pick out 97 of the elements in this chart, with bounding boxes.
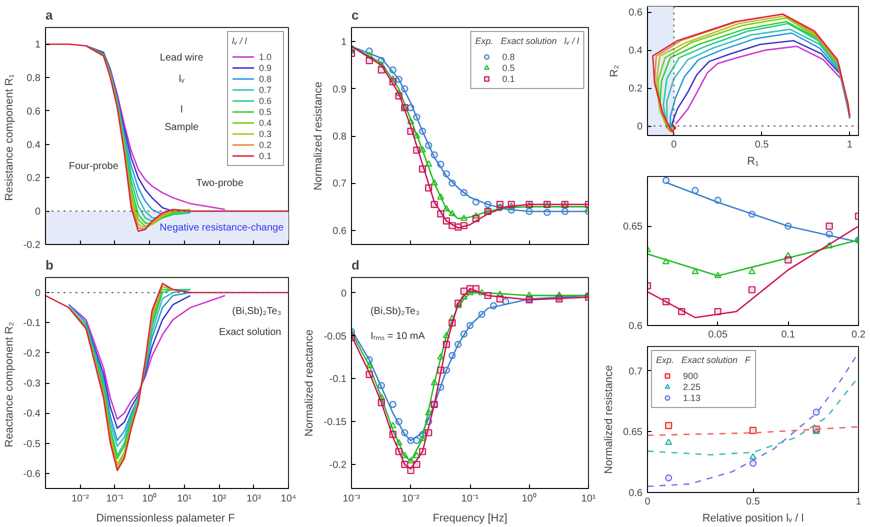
legend-label: 0.8 <box>502 51 516 62</box>
y-tick-label: 0.8 <box>332 132 347 142</box>
x-tick-label: 10⁻² <box>71 494 90 504</box>
y-tick-label: 0 <box>34 206 41 218</box>
y-tick-label: -0.5 <box>23 438 41 450</box>
x-tick-label: 10⁰ <box>522 492 537 504</box>
y-tick-label: 0.8 <box>26 73 41 84</box>
annotation: Two-probe <box>196 178 244 190</box>
y-axis-title: Normalized reactance <box>304 329 316 436</box>
x-tick-label: 10² <box>212 494 227 504</box>
y-tick-label: -0.2 <box>23 348 41 360</box>
x-tick-label: 0 <box>671 140 678 150</box>
legend-label: 0.5 <box>502 62 516 73</box>
y-tick-label: -0.4 <box>23 408 41 420</box>
y-tick-label: 0.4 <box>26 140 41 151</box>
y-tick-label: 0.9 <box>332 84 347 96</box>
legend-label: 2.25 <box>683 381 702 392</box>
x-tick-label: 10³ <box>246 494 262 504</box>
annotation: Iᵣₘₛ = 10 mA <box>370 331 426 342</box>
chart-title: b <box>46 258 54 272</box>
y-tick-label: 1 <box>34 40 41 51</box>
legend-label: 0.1 <box>502 73 516 84</box>
legend-title: Exp. Exact solution F <box>656 355 751 365</box>
x-tick-label: 10⁻³ <box>342 494 361 504</box>
y-tick-label: 0.4 <box>628 46 643 57</box>
x-tick-label: 10⁻¹ <box>106 494 124 504</box>
y-tick-label: -0.3 <box>23 378 41 390</box>
band-label: Negative resistance-change <box>160 222 284 234</box>
legend-label: 0.3 <box>259 128 273 139</box>
y-tick-label: 0 <box>636 122 643 133</box>
y-tick-label: 1 <box>340 37 347 48</box>
y-axis-title: Normalized resistance <box>603 365 616 474</box>
chart-title: c <box>352 8 359 22</box>
chart-title: a <box>46 8 54 22</box>
legend-title: Exp. Exact solution lᵥ / l <box>475 36 579 46</box>
x-tick-label: 1 <box>846 140 853 150</box>
x-tick-label: 10⁰ <box>142 492 158 504</box>
legend-label: 0.5 <box>259 106 273 117</box>
x-axis-title: Frequency [Hz] <box>432 512 508 524</box>
y-tick-label: 0.7 <box>332 178 347 190</box>
legend-label: 1.13 <box>683 392 702 403</box>
y-tick-label: 0.6 <box>628 8 643 19</box>
annotation: lᵥ <box>178 74 186 86</box>
x-tick-label: 10⁻² <box>402 494 420 504</box>
x-axis-title: Dimenssionless palameter F <box>96 512 236 524</box>
annotation: l <box>180 104 183 116</box>
y-tick-label: 0 <box>34 288 41 300</box>
y-tick-label: -0.05 <box>324 331 347 342</box>
legend-label: 0.9 <box>259 62 273 73</box>
y-tick-label: 0.2 <box>628 84 643 95</box>
y-axis-title: Reactance component R₂ <box>3 322 16 448</box>
x-tick-label: 1 <box>856 496 862 508</box>
y-tick-label: 0.7 <box>628 366 643 378</box>
y-tick-label: -0.1 <box>329 374 347 386</box>
y-tick-label: 0.6 <box>628 488 643 499</box>
y-tick-label: 0.6 <box>332 226 347 237</box>
y-tick-label: -0.6 <box>23 468 41 480</box>
x-tick-label: 10¹ <box>177 494 192 504</box>
y-tick-label: -0.15 <box>324 417 347 428</box>
y-axis-title: Normalized resistance <box>312 82 325 190</box>
legend-label: 1.0 <box>259 51 273 62</box>
legend-label: 0.1 <box>259 150 273 161</box>
annotation: Sample <box>164 122 199 133</box>
y-tick-label: 0.65 <box>623 222 643 233</box>
y-tick-label: 0.6 <box>628 321 643 332</box>
y-tick-label: 0.65 <box>623 427 643 438</box>
y-tick-label: -0.1 <box>23 318 41 330</box>
y-tick-label: 0.2 <box>26 173 41 184</box>
annotation: (Bi,Sb)₂Te₃ <box>232 306 282 317</box>
x-tick-label: 10⁻¹ <box>461 494 480 504</box>
y-tick-label: 0 <box>340 288 347 300</box>
x-tick-label: 10⁴ <box>280 494 296 504</box>
x-tick-label: 0.05 <box>708 330 728 340</box>
x-tick-label: 0.5 <box>754 140 770 150</box>
y-tick-label: 0.6 <box>26 106 41 118</box>
legend-label: 0.4 <box>259 117 273 128</box>
legend-label: 0.6 <box>259 95 273 106</box>
x-tick-label: 10¹ <box>581 494 596 504</box>
x-tick-label: 0.1 <box>781 330 796 340</box>
chart-title: d <box>352 258 360 272</box>
legend-label: 0.7 <box>259 84 273 95</box>
x-axis-title: R₁ <box>747 156 760 168</box>
annotation: Exact solution <box>218 326 282 338</box>
annotation: Lead wire <box>160 52 204 64</box>
y-axis-title: Resistance component R₁ <box>3 74 16 201</box>
x-axis-title: Relative position lᵥ / l <box>702 512 804 524</box>
x-tick-label: 0 <box>644 496 651 508</box>
y-tick-label: -0.2 <box>329 460 347 471</box>
legend-title: lᵥ / l <box>232 36 248 46</box>
y-tick-label: -0.2 <box>23 240 41 251</box>
annotation: Four-probe <box>68 160 119 172</box>
x-tick-label: 0.2 <box>852 330 866 340</box>
legend-label: 0.8 <box>259 73 273 84</box>
legend-label: 900 <box>683 370 700 381</box>
annotation: (Bi,Sb)₂Te₃ <box>370 306 420 317</box>
x-tick-label: 0.5 <box>746 496 760 508</box>
y-axis-title: R₂ <box>608 64 621 78</box>
